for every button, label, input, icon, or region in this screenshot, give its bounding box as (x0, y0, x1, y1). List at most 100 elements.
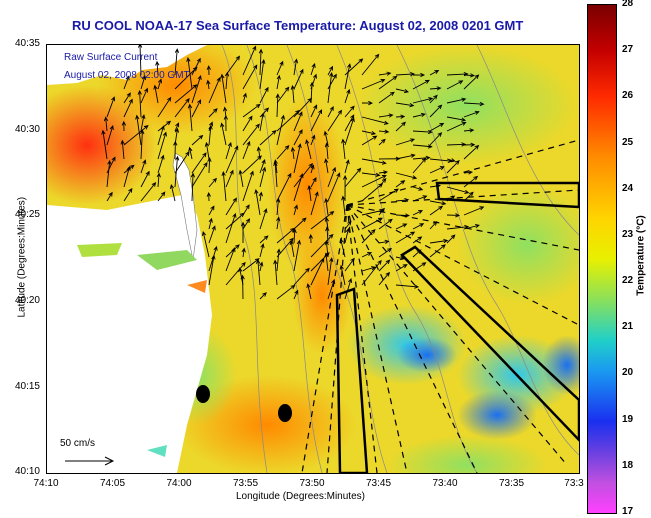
current-vector (289, 240, 295, 258)
current-vector (446, 186, 470, 194)
current-vector (412, 223, 425, 230)
current-vector (120, 139, 125, 160)
sst-map (46, 44, 580, 474)
current-vector (361, 217, 383, 230)
y-tick-label: 40:30 (14, 124, 40, 135)
current-vector (153, 84, 159, 104)
current-vector (174, 155, 180, 188)
current-vector (412, 129, 433, 135)
current-vector (208, 225, 216, 244)
current-vector (123, 92, 131, 104)
current-vector (201, 230, 210, 258)
colorbar-tick-label: 21 (622, 321, 634, 333)
current-vector (446, 234, 456, 244)
current-vector (463, 224, 480, 230)
current-vector (208, 76, 221, 104)
current-vector (324, 142, 330, 160)
current-vector (429, 183, 442, 189)
y-tick-label: 40:25 (14, 209, 40, 220)
current-vector (361, 158, 387, 165)
current-vector (446, 97, 467, 104)
current-vector (103, 116, 109, 132)
current-vector (395, 284, 420, 289)
current-vector (339, 264, 346, 286)
current-vector (259, 208, 268, 230)
current-vector (208, 124, 213, 146)
current-vector (310, 164, 315, 174)
current-vector (259, 235, 269, 244)
current-vector (258, 191, 263, 202)
current-vector (361, 252, 373, 258)
current-vector (101, 129, 108, 160)
current-vector (238, 169, 244, 188)
current-vector (412, 249, 422, 258)
current-vector (429, 104, 443, 118)
current-vector (174, 48, 180, 76)
current-vector (169, 184, 176, 202)
current-vector (293, 239, 301, 272)
current-vector (378, 170, 389, 175)
current-vector (259, 58, 266, 90)
current-vector (275, 93, 280, 118)
current-vector (293, 162, 313, 188)
current-vector (121, 120, 126, 132)
current-vector (395, 255, 405, 261)
current-vector (293, 111, 303, 132)
current-vector (327, 73, 337, 90)
current-vector (242, 204, 250, 216)
current-vector (224, 71, 230, 90)
current-vector (395, 138, 416, 146)
current-vector (412, 155, 431, 161)
colorbar-tick-label: 27 (622, 44, 634, 56)
current-vector (174, 66, 198, 90)
current-vector (378, 271, 391, 286)
current-vector (310, 211, 335, 230)
current-vector (378, 247, 393, 258)
current-vector (256, 146, 261, 160)
current-vector (344, 278, 353, 300)
current-vector (378, 177, 387, 188)
current-vector (324, 252, 329, 272)
coastal-patches (77, 243, 207, 457)
current-vector (259, 112, 265, 132)
current-vector (412, 210, 424, 216)
current-vector (463, 191, 474, 202)
x-tick-label: 73:40 (432, 478, 458, 489)
current-vector (310, 109, 323, 132)
current-vector (344, 220, 352, 230)
current-vector (395, 197, 410, 203)
buoy-marker (278, 404, 292, 422)
current-vector (378, 138, 386, 146)
current-vector (137, 45, 143, 76)
current-vector (325, 226, 330, 244)
current-vector (225, 244, 240, 258)
x-tick-label: 73:55 (232, 478, 259, 489)
current-vector (123, 187, 133, 202)
current-vector (378, 75, 398, 90)
current-vector (225, 169, 234, 188)
current-vector (463, 128, 475, 133)
current-vector (429, 221, 438, 230)
survey-boxes (335, 181, 579, 473)
current-vector (220, 122, 227, 146)
current-vector (327, 105, 334, 118)
current-vector (446, 116, 467, 122)
current-vector (429, 132, 443, 146)
current-vector (106, 125, 114, 146)
y-tick-label: 40:35 (14, 38, 40, 49)
current-vector (446, 142, 467, 147)
current-vector (395, 180, 406, 188)
current-vector (137, 89, 142, 118)
current-vector (191, 134, 204, 146)
current-vector (140, 181, 157, 202)
current-vector (306, 283, 312, 300)
x-tick-label: 74:00 (166, 478, 192, 489)
current-vector (324, 197, 329, 216)
current-vector (429, 200, 447, 206)
current-vector (446, 121, 467, 132)
current-vector (412, 144, 433, 149)
current-vector (463, 175, 479, 188)
current-vector (225, 197, 237, 216)
current-vector (276, 284, 296, 300)
current-vector (276, 145, 290, 160)
